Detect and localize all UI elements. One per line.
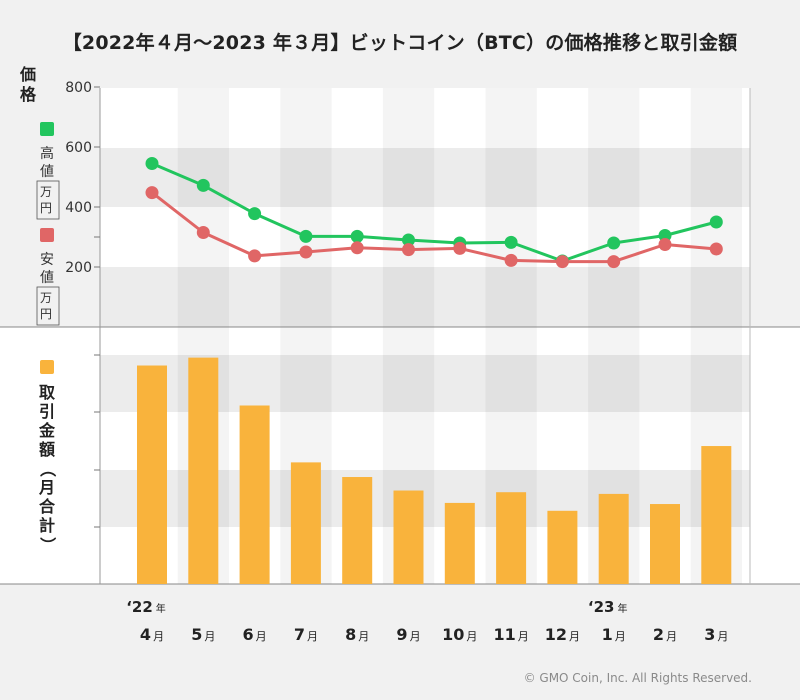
- y-tick-label: 800: [65, 80, 92, 96]
- series-point: [658, 229, 672, 242]
- chart-title: 【2022年４月～2023 年３月】ビットコイン（BTC）の価格推移と取引金額: [62, 32, 738, 54]
- series-point: [248, 249, 262, 263]
- unit-label-char: 円: [40, 201, 52, 215]
- series-point: [658, 238, 672, 251]
- y-tick-label: 600: [65, 140, 92, 156]
- month-stripe: [485, 88, 537, 327]
- series-point: [350, 229, 364, 243]
- line-y-label-char: 価: [19, 65, 36, 84]
- x-tick-label: 10 月: [442, 625, 477, 644]
- bar-y-label-char: （: [38, 461, 57, 477]
- x-tick-label: 12 月: [545, 625, 580, 644]
- series-point: [402, 243, 415, 257]
- legend-label-char: 安: [40, 252, 54, 268]
- series-point: [145, 157, 159, 170]
- x-year-label: ‘23 年: [588, 598, 628, 616]
- series-point: [709, 242, 723, 256]
- series-point: [402, 233, 415, 247]
- legend-swatch: [40, 228, 54, 242]
- bar-y-label-char: 合: [39, 497, 56, 516]
- line-grid-band: [100, 267, 750, 327]
- unit-box: [36, 180, 60, 220]
- unit-label-char: 万: [40, 185, 52, 199]
- series-line: [151, 162, 717, 263]
- series-point: [709, 215, 723, 229]
- unit-label-char: 円: [40, 307, 52, 321]
- unit-box: [36, 286, 60, 326]
- y-tick-label: 400: [65, 200, 92, 216]
- series-point: [504, 253, 518, 267]
- legend-label-char: 高: [40, 145, 54, 162]
- bar: [188, 357, 219, 584]
- bar-y-label-char: ）: [38, 537, 57, 553]
- series-point: [299, 245, 313, 259]
- bar-y-label-char: 額: [38, 440, 55, 459]
- bar: [290, 462, 321, 584]
- month-stripe: [588, 88, 640, 327]
- series-point: [504, 235, 518, 249]
- legend-label-char: 値: [40, 270, 54, 286]
- bar: [547, 510, 578, 584]
- month-stripe: [690, 88, 742, 327]
- bar: [137, 365, 167, 584]
- bar: [650, 504, 680, 584]
- series-point: [555, 255, 569, 269]
- bar: [444, 502, 475, 584]
- bar: [239, 405, 270, 584]
- bar: [342, 477, 373, 584]
- bar-y-label-char: 引: [39, 402, 55, 421]
- series-point: [607, 255, 621, 269]
- x-tick-label: 11 月: [493, 625, 528, 644]
- bar: [701, 446, 732, 584]
- series-line: [151, 191, 717, 264]
- series-point: [145, 186, 159, 200]
- series-point: [248, 207, 262, 221]
- copyright-text: © GMO Coin, Inc. All Rights Reserved.: [523, 671, 752, 685]
- bar: [598, 493, 629, 584]
- series-point: [196, 226, 210, 239]
- month-stripe: [382, 88, 435, 327]
- series-point: [196, 178, 210, 192]
- series-point: [453, 241, 467, 255]
- line-grid-band: [100, 148, 750, 207]
- unit-label-char: 万: [40, 291, 52, 305]
- line-y-label-char: 格: [20, 85, 37, 104]
- bar-y-label-char: 取: [39, 383, 55, 402]
- bar-y-label-char: 計: [39, 516, 55, 535]
- month-stripe: [177, 88, 229, 327]
- bar-y-label-char: 金: [38, 421, 56, 440]
- bar-legend-swatch: [40, 360, 54, 374]
- y-tick-label: 200: [65, 260, 92, 276]
- legend-label-char: 値: [40, 164, 54, 180]
- bar: [393, 490, 424, 584]
- x-year-label: ‘22 年: [126, 598, 166, 616]
- bar-y-label-char: 月: [38, 478, 55, 497]
- legend-swatch: [40, 122, 54, 136]
- series-point: [607, 236, 621, 250]
- bar: [496, 492, 527, 584]
- month-stripe: [280, 88, 332, 327]
- series-point: [299, 229, 313, 243]
- series-point: [350, 241, 364, 255]
